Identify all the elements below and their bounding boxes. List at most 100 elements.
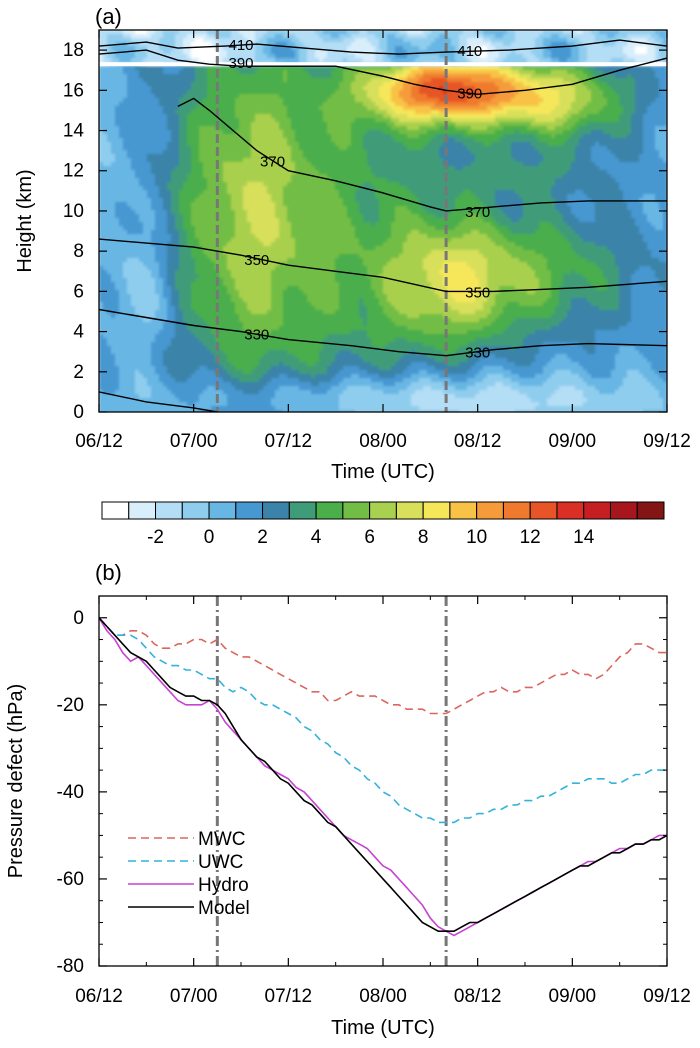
y-tick-label-a-6: 12 xyxy=(63,161,84,182)
legend-label-mwc: MWC xyxy=(198,829,245,850)
x-tick-label-a-6: 09/12 xyxy=(643,431,691,452)
colorbar-swatch-17 xyxy=(556,501,585,520)
legend-label-model: Model xyxy=(198,898,250,919)
panel-a-xlabel: Time (UTC) xyxy=(331,461,435,483)
series-line-mwc xyxy=(99,617,667,715)
series-lines xyxy=(99,617,667,937)
y-tick-label-a-1: 2 xyxy=(73,362,84,383)
contour-370 xyxy=(177,97,667,212)
colorbar-label-6: 10 xyxy=(466,527,487,548)
colorbar-swatch-10 xyxy=(369,501,397,520)
colorbar: -2 0 2 4 6 8 10 12 14 xyxy=(101,501,665,548)
colorbar-swatch-6 xyxy=(262,501,290,520)
colorbar-swatch-12 xyxy=(422,501,451,520)
axes-a: 06/12 07/00 07/12 08/00 08/12 09/00 09/12 0 2 4 6 8… xyxy=(63,30,691,452)
colorbar-swatch-15 xyxy=(502,501,531,520)
contour-label-350-1: 350 xyxy=(465,284,490,301)
contour-label-370-0: 370 xyxy=(260,154,285,171)
colorbar-swatch-13 xyxy=(449,501,478,520)
y-tick-label-a-4: 8 xyxy=(73,241,84,262)
y-tick-label-a-7: 14 xyxy=(63,121,85,142)
panel-b-xlabel: Time (UTC) xyxy=(331,1017,435,1039)
colorbar-swatch-2 xyxy=(155,501,183,520)
x-tick-label-b-4: 08/12 xyxy=(454,986,502,1007)
heatmap xyxy=(99,30,667,412)
colorbar-swatch-5 xyxy=(235,501,264,520)
contour-330 xyxy=(99,308,667,357)
legend-label-uwc: UWC xyxy=(198,852,243,873)
colorbar-swatch-9 xyxy=(342,501,371,520)
colorbar-label-1: 0 xyxy=(204,527,215,548)
tropopause-band xyxy=(99,62,667,67)
y-tick-label-b-4: -80 xyxy=(57,956,84,977)
panel-b-label: (b) xyxy=(95,560,122,585)
contour-350 xyxy=(99,238,667,293)
contour-label-390-0: 390 xyxy=(228,55,253,72)
y-tick-label-a-5: 10 xyxy=(63,201,84,222)
x-tick-label-a-4: 08/12 xyxy=(454,431,502,452)
contour-label-390-1: 390 xyxy=(457,85,482,102)
heatmap-cells xyxy=(99,30,667,412)
vertical-markers-b xyxy=(215,596,448,966)
contour-390 xyxy=(99,49,667,96)
colorbar-label-2: 2 xyxy=(257,527,268,548)
y-tick-label-b-0: 0 xyxy=(73,608,84,629)
series-line-model xyxy=(99,617,667,932)
series-line-hydro xyxy=(99,617,667,937)
colorbar-label-8: 14 xyxy=(573,527,595,548)
x-tick-label-a-2: 07/12 xyxy=(265,431,313,452)
legend-label-hydro: Hydro xyxy=(198,875,249,896)
x-tick-label-b-0: 06/12 xyxy=(75,986,123,1007)
y-tick-label-b-3: -60 xyxy=(57,869,84,890)
colorbar-swatch-20 xyxy=(636,501,665,520)
contour-410 xyxy=(99,39,667,55)
series-line-uwc xyxy=(99,617,667,824)
axes-b: 06/12 07/00 07/12 08/00 08/12 09/00 09/12 0 -20 -… xyxy=(57,596,691,1007)
colorbar-label-4: 6 xyxy=(364,527,375,548)
colorbar-swatch-11 xyxy=(395,501,424,520)
x-tick-label-a-3: 08/00 xyxy=(359,431,407,452)
colorbar-swatch-1 xyxy=(128,501,157,520)
contour-lowest xyxy=(99,391,218,412)
colorbar-swatch-18 xyxy=(583,501,611,520)
y-tick-label-a-3: 6 xyxy=(73,281,84,302)
colorbar-swatch-0 xyxy=(101,501,130,520)
contour-label-330-1: 330 xyxy=(465,345,490,362)
x-tick-label-b-6: 09/12 xyxy=(643,986,691,1007)
colorbar-swatch-3 xyxy=(181,501,210,520)
y-tick-label-a-9: 18 xyxy=(63,40,84,61)
colorbar-label-7: 12 xyxy=(520,527,541,548)
contour-label-350-0: 350 xyxy=(244,252,269,269)
colorbar-swatch-14 xyxy=(476,501,504,520)
colorbar-swatch-8 xyxy=(315,501,344,520)
x-tick-label-b-2: 07/12 xyxy=(265,986,313,1007)
x-tick-label-b-1: 07/00 xyxy=(170,986,218,1007)
colorbar-swatch-7 xyxy=(288,501,317,520)
x-tick-label-a-0: 06/12 xyxy=(75,431,123,452)
y-tick-label-a-8: 16 xyxy=(63,80,84,101)
contour-label-370-1: 370 xyxy=(465,204,490,221)
x-tick-label-b-3: 08/00 xyxy=(359,986,407,1007)
y-tick-label-b-2: -40 xyxy=(57,782,84,803)
vertical-markers-a xyxy=(215,30,448,412)
colorbar-swatch-19 xyxy=(609,501,638,520)
panel-b-frame xyxy=(98,595,668,967)
colorbar-label-3: 4 xyxy=(311,527,322,548)
contour-label-330-0: 330 xyxy=(244,327,269,344)
y-tick-label-b-1: -20 xyxy=(57,695,84,716)
colorbar-swatch-16 xyxy=(529,501,558,520)
panel-a-label: (a) xyxy=(95,4,122,29)
x-tick-label-a-5: 09/00 xyxy=(549,431,597,452)
contour-label-410-0: 410 xyxy=(228,37,253,54)
x-tick-label-b-5: 09/00 xyxy=(549,986,597,1007)
colorbar-swatch-4 xyxy=(208,501,237,520)
colorbar-label-0: -2 xyxy=(147,527,164,548)
y-tick-label-a-2: 4 xyxy=(73,322,84,343)
contour-label-410-1: 410 xyxy=(457,43,482,60)
y-tick-label-a-0: 0 xyxy=(73,402,84,423)
x-tick-label-a-1: 07/00 xyxy=(170,431,218,452)
panel-b-ylabel: Pressure defect (hPa) xyxy=(5,684,27,879)
